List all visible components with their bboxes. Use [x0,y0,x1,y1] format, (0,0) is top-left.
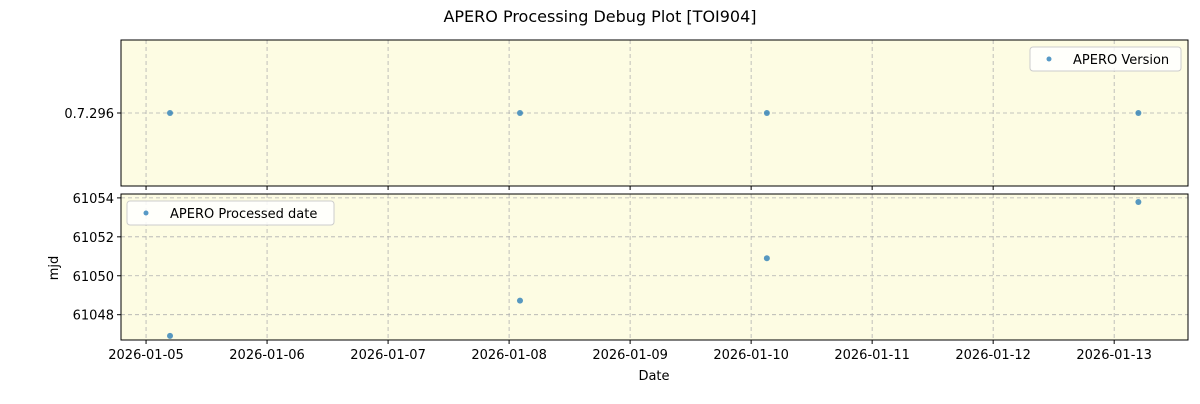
y-tick-label: 0.7.296 [64,107,114,122]
y-tick-label: 61048 [73,309,114,324]
axes-frame [120,39,1189,187]
data-point [516,110,523,116]
x-tick-label: 2026-01-11 [834,348,910,363]
legend-label: APERO Processed date [170,207,317,222]
x-tick-label: 2026-01-05 [108,348,184,363]
y-tick-label: 61052 [73,231,114,246]
axes-frame [120,193,1189,341]
x-tick-label: 2026-01-09 [592,348,668,363]
data-point [516,297,523,304]
legend-box [126,200,335,226]
y-tick-label: 61050 [73,270,114,285]
data-point [1135,110,1142,116]
x-tick-label: 2026-01-07 [350,348,426,363]
data-point [167,332,174,339]
data-point [167,110,174,116]
data-point [763,255,770,262]
x-tick-label: 2026-01-12 [955,348,1031,363]
chart-title: APERO Processing Debug Plot [TOI904] [443,7,756,26]
y-axis-label: mjd [47,256,62,281]
legend-marker [1046,56,1052,62]
legend-marker [143,210,149,216]
x-axis-label: Date [638,369,669,384]
x-tick-label: 2026-01-13 [1076,348,1152,363]
legend-box [1029,46,1182,72]
x-tick-label: 2026-01-06 [229,348,305,363]
data-point [1135,198,1142,205]
x-tick-label: 2026-01-10 [713,348,789,363]
x-tick-label: 2026-01-08 [471,348,547,363]
legend-label: APERO Version [1073,53,1169,68]
y-tick-label: 61054 [73,192,114,207]
data-point [763,110,770,116]
